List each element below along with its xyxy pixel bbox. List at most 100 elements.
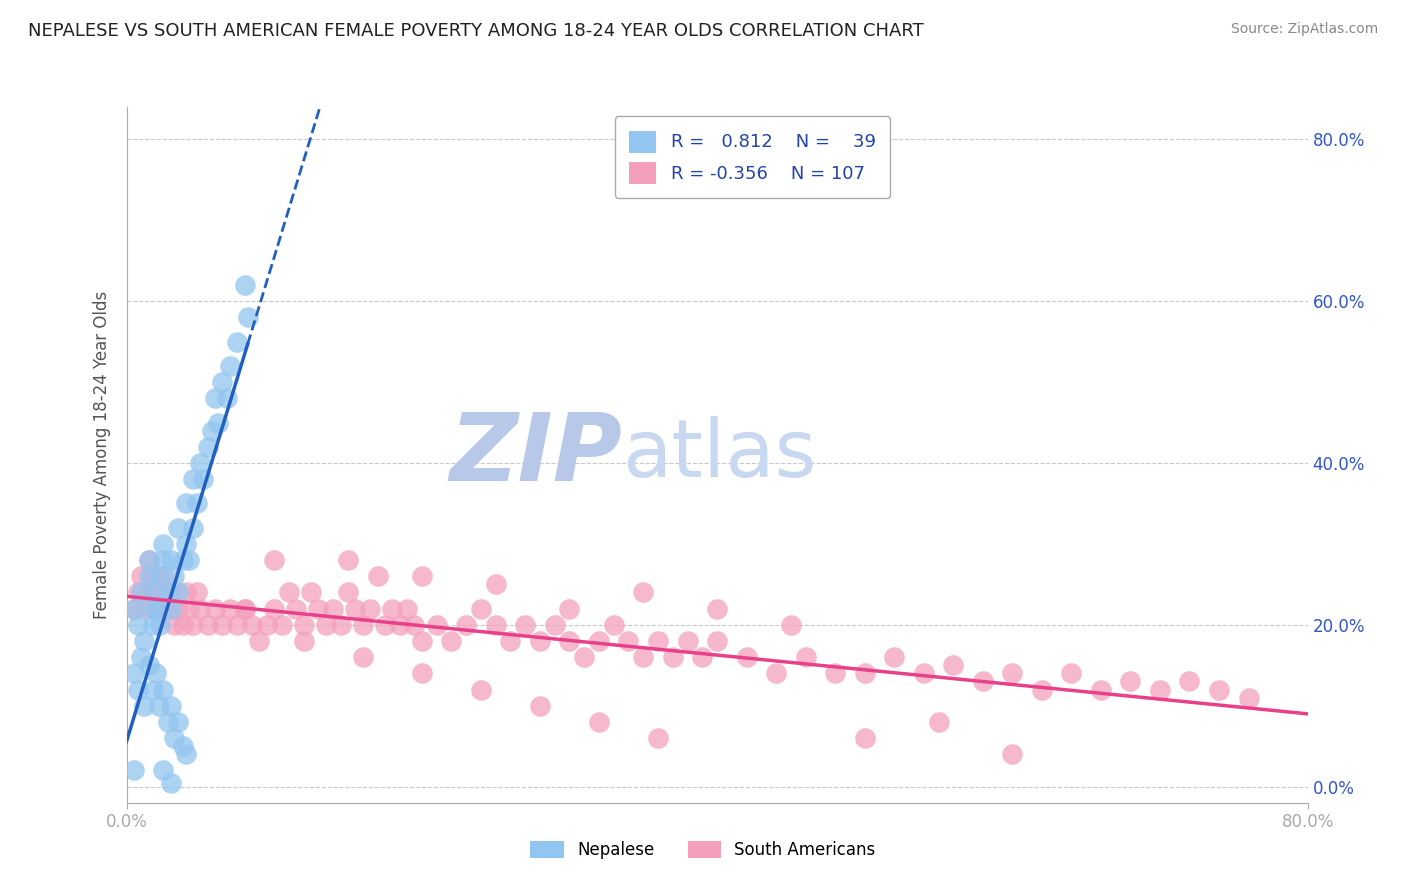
Point [159,601,183,615]
Point [396,601,419,615]
Point [603,617,626,632]
Point [211,617,233,632]
Point [172,553,194,567]
Point [263,601,285,615]
Point [344,601,367,615]
Y-axis label: Female Poverty Among 18-24 Year Olds: Female Poverty Among 18-24 Year Olds [93,291,111,619]
Point [779,617,801,632]
Point [359,601,381,615]
Point [226,334,249,349]
Point [142,569,165,583]
Point [240,617,263,632]
Point [661,650,683,665]
Point [233,601,256,615]
Point [134,601,156,615]
Point [127,682,149,697]
Point [134,634,156,648]
Point [1001,666,1024,681]
Point [122,601,145,615]
Legend: Nepalese, South Americans: Nepalese, South Americans [524,834,882,866]
Point [706,634,728,648]
Point [172,739,194,754]
Point [942,658,965,673]
Point [201,424,224,438]
Point [156,585,179,599]
Point [484,617,508,632]
Point [647,731,669,745]
Point [129,569,153,583]
Point [215,392,238,406]
Point [141,601,163,615]
Point [163,617,186,632]
Point [883,650,905,665]
Point [233,278,256,293]
Point [543,617,565,632]
Point [1001,747,1024,762]
Point [366,569,388,583]
Point [138,569,160,583]
Point [484,577,508,591]
Point [470,682,492,697]
Point [647,634,669,648]
Point [1060,666,1083,681]
Point [794,650,817,665]
Point [138,585,160,599]
Point [765,666,787,681]
Point [156,714,179,729]
Point [207,416,229,430]
Point [211,375,233,389]
Point [374,617,396,632]
Point [352,650,374,665]
Point [159,698,183,713]
Point [152,569,174,583]
Point [706,601,728,615]
Point [152,537,174,551]
Point [174,585,197,599]
Point [127,585,149,599]
Point [145,601,167,615]
Point [853,731,876,745]
Point [188,601,211,615]
Point [1208,682,1230,697]
Point [411,666,433,681]
Point [853,666,876,681]
Point [142,682,165,697]
Point [972,674,994,689]
Point [122,666,145,681]
Point [425,617,447,632]
Point [167,585,190,599]
Point [159,585,183,599]
Point [558,601,581,615]
Point [470,601,492,615]
Point [617,634,640,648]
Point [219,359,242,373]
Point [148,585,170,599]
Point [186,585,208,599]
Point [735,650,758,665]
Point [337,585,360,599]
Point [167,601,190,615]
Point [529,698,551,713]
Legend: R =   0.812    N =    39, R = -0.356    N = 107: R = 0.812 N = 39, R = -0.356 N = 107 [614,116,890,198]
Point [129,650,153,665]
Point [1119,674,1142,689]
Point [152,682,174,697]
Point [928,714,950,729]
Point [138,553,160,567]
Point [558,634,581,648]
Point [177,601,200,615]
Point [676,634,699,648]
Point [690,650,713,665]
Point [1031,682,1053,697]
Point [122,601,145,615]
Point [148,698,170,713]
Point [163,569,186,583]
Text: Source: ZipAtlas.com: Source: ZipAtlas.com [1230,22,1378,37]
Point [299,585,322,599]
Point [172,617,194,632]
Point [270,617,292,632]
Point [329,617,352,632]
Point [236,310,259,325]
Point [138,658,160,673]
Point [1149,682,1171,697]
